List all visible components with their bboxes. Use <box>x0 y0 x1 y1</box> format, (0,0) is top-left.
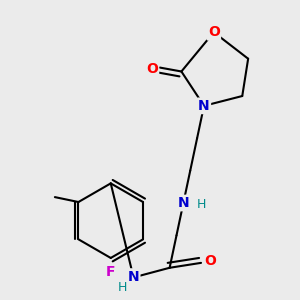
Text: F: F <box>106 265 116 279</box>
Text: N: N <box>178 196 189 210</box>
Text: N: N <box>128 270 139 283</box>
Text: O: O <box>146 61 158 76</box>
Text: H: H <box>118 281 127 294</box>
Text: O: O <box>204 254 216 268</box>
Text: H: H <box>196 199 206 212</box>
Text: N: N <box>198 99 210 113</box>
Text: O: O <box>208 25 220 39</box>
